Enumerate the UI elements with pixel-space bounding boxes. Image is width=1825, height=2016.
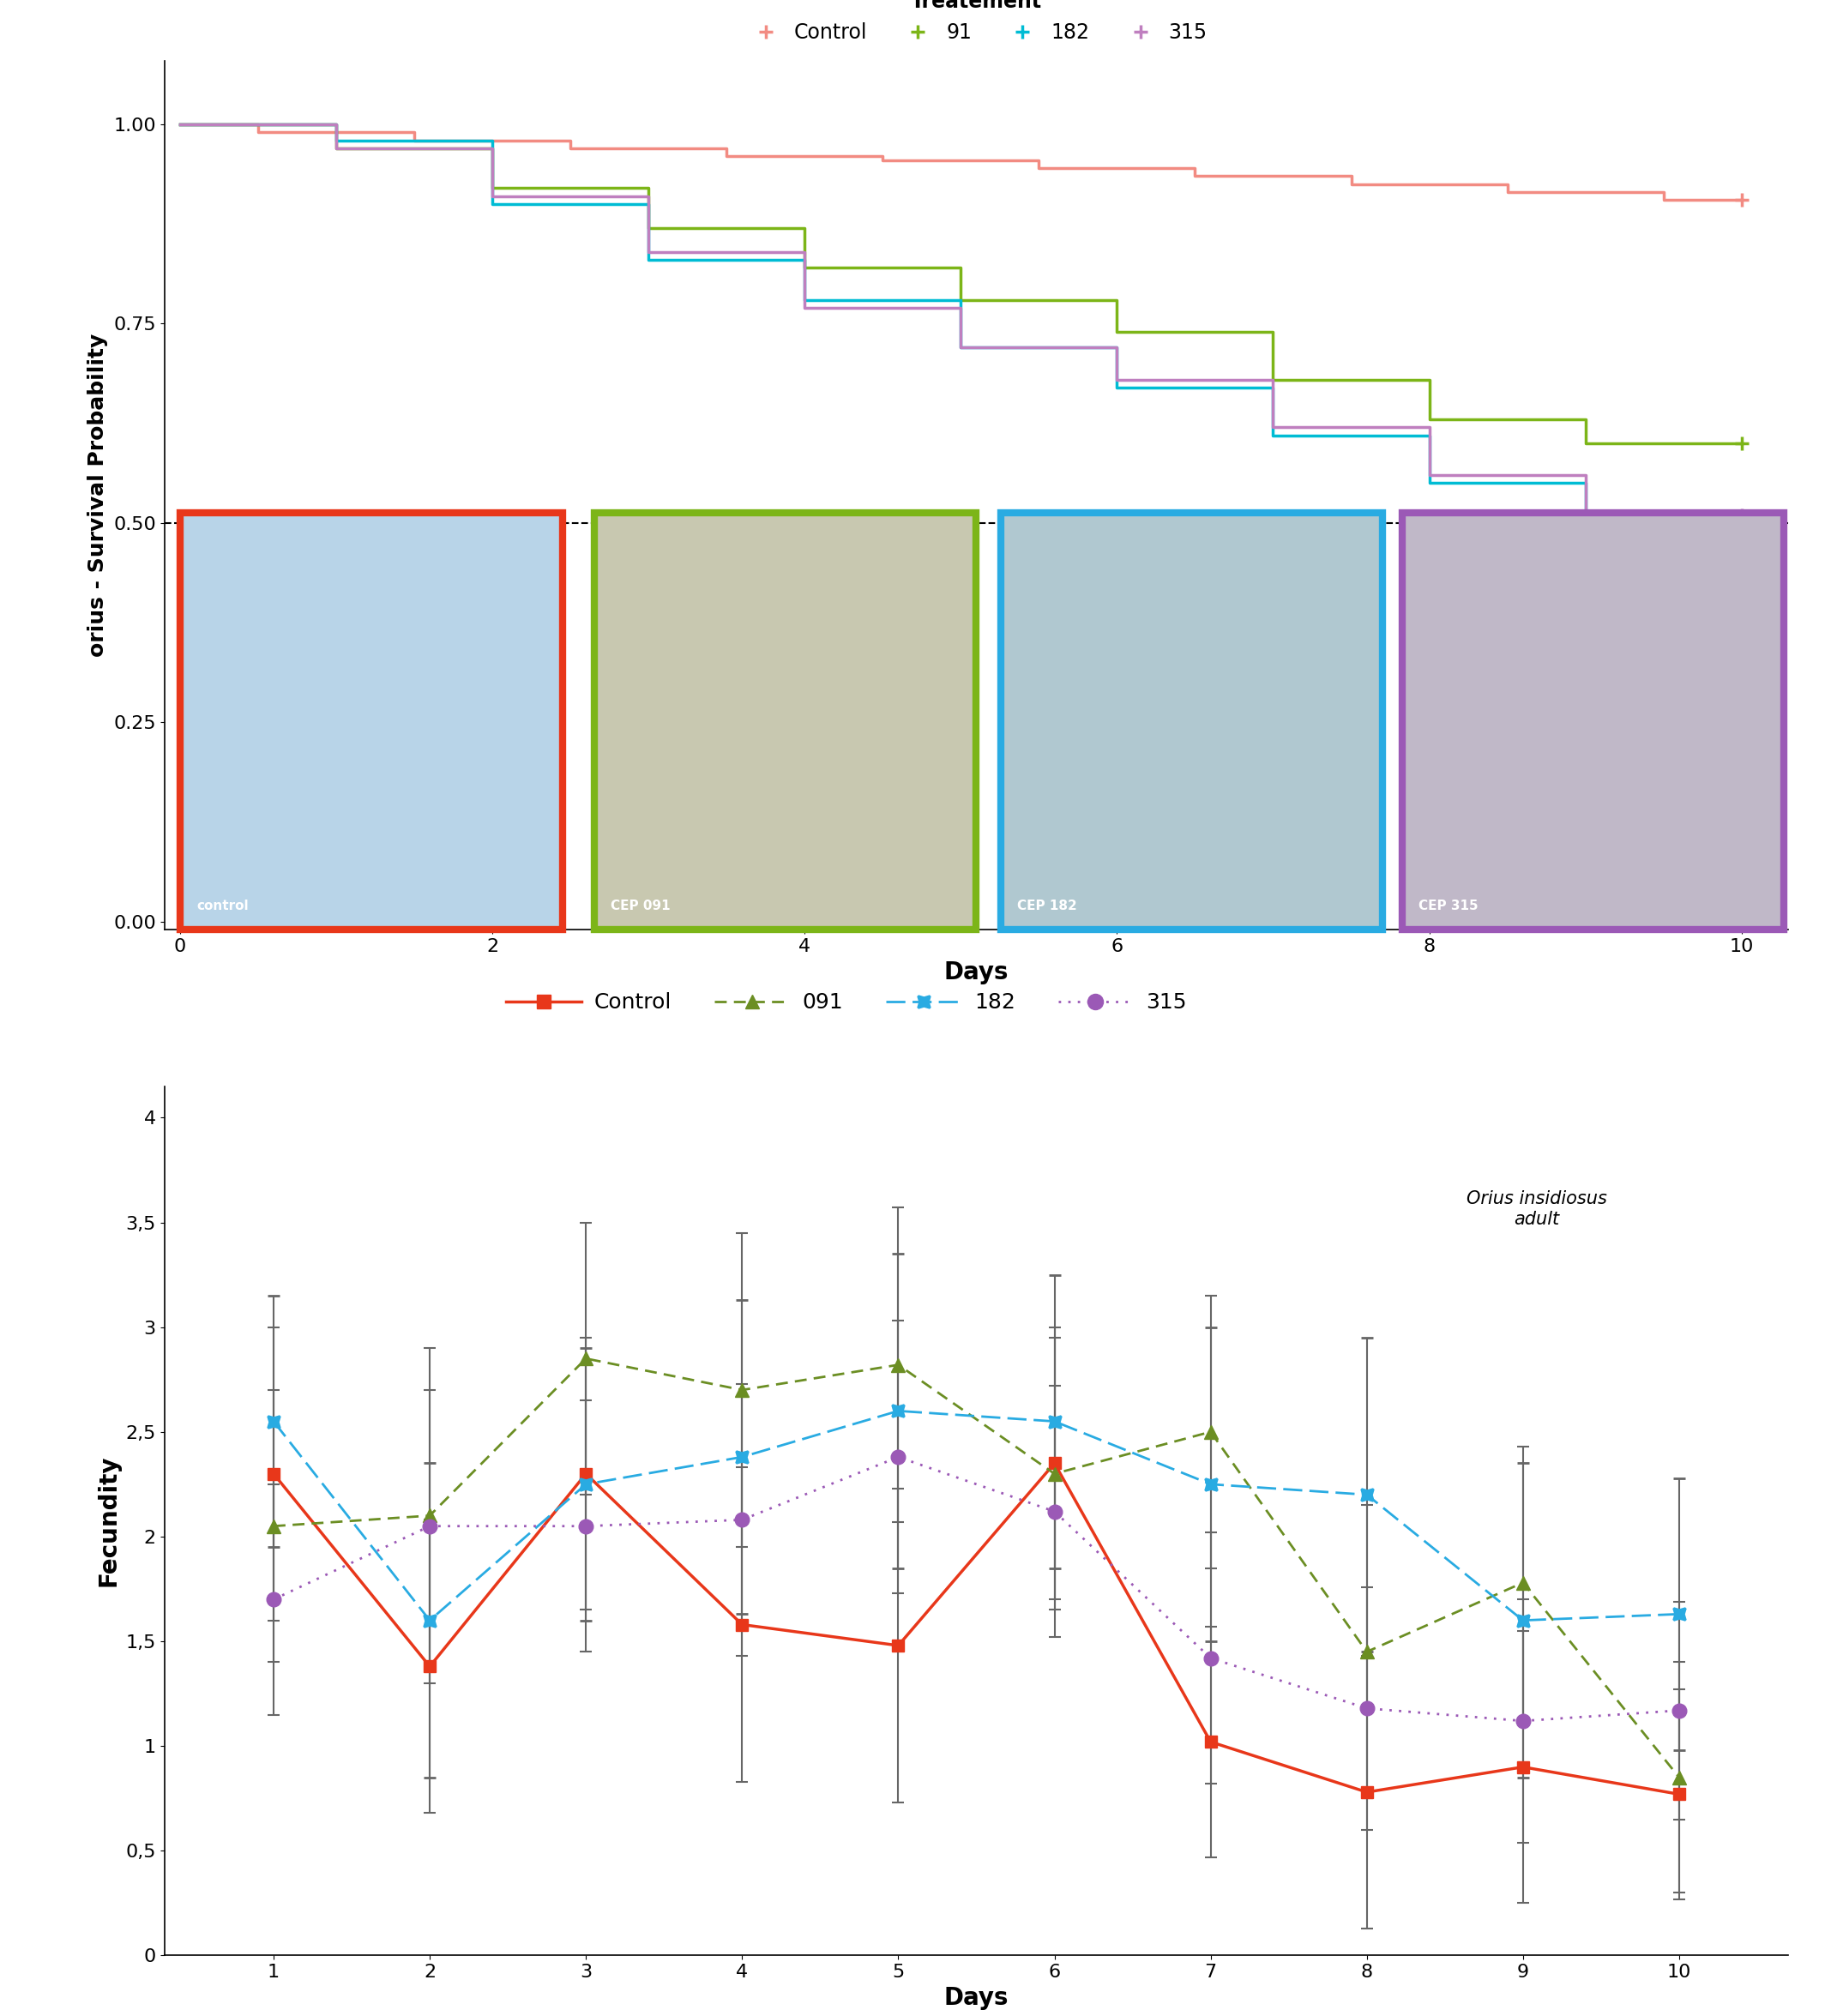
X-axis label: Days: Days xyxy=(944,960,1009,984)
Text: Orius insidiosus
adult: Orius insidiosus adult xyxy=(1467,1191,1608,1228)
Bar xyxy=(181,512,562,929)
Bar xyxy=(181,512,562,929)
Text: CEP 315: CEP 315 xyxy=(1418,899,1478,913)
Y-axis label: Fecundity: Fecundity xyxy=(97,1456,120,1587)
Text: CEP 091: CEP 091 xyxy=(611,899,670,913)
Bar xyxy=(1000,512,1383,929)
Bar xyxy=(1000,512,1383,929)
X-axis label: Days: Days xyxy=(944,1986,1009,2010)
Y-axis label: orius - Survival Probability: orius - Survival Probability xyxy=(88,333,108,657)
Text: control: control xyxy=(197,899,248,913)
Legend: Control, 091, 182, 315: Control, 091, 182, 315 xyxy=(498,984,1195,1022)
Legend: Control, 91, 182, 315: Control, 91, 182, 315 xyxy=(737,0,1215,50)
Bar xyxy=(595,512,976,929)
Bar xyxy=(595,512,976,929)
Text: CEP 182: CEP 182 xyxy=(1017,899,1077,913)
Bar xyxy=(1402,512,1783,929)
Bar xyxy=(1402,512,1783,929)
